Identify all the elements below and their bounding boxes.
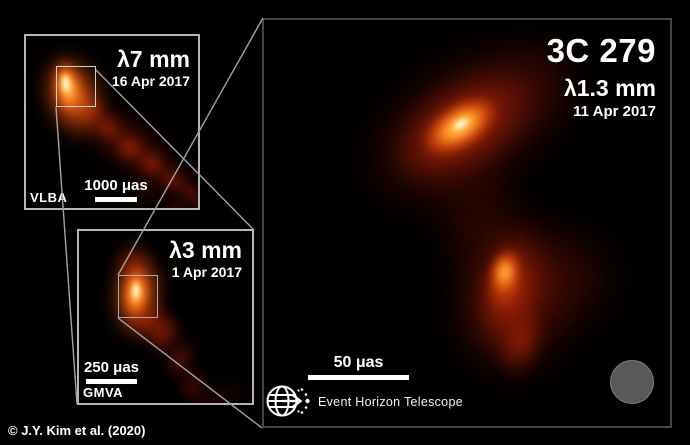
jet-component-blob	[480, 242, 530, 314]
gmva-wavelength-label: λ3 mm	[169, 237, 242, 263]
credit-label: © J.Y. Kim et al. (2020)	[8, 423, 146, 438]
emission-blob	[413, 139, 547, 301]
eht-panel: 3C 279 λ1.3 mm 11 Apr 2017 50 μas	[262, 18, 672, 428]
eht-date-label: 11 Apr 2017	[573, 102, 656, 120]
eht-scale-label: 50 μas	[333, 354, 384, 371]
emission-blob	[427, 192, 603, 402]
gmva-title-block: λ3 mm 1 Apr 2017	[169, 238, 242, 280]
vlba-panel: λ7 mm 16 Apr 2017 1000 μas VLBA	[24, 34, 200, 210]
emission-blob	[157, 332, 203, 386]
eht-title-block: 3C 279 λ1.3 mm 11 Apr 2017	[546, 32, 656, 120]
emission-blob	[209, 383, 245, 403]
gmva-panel: λ3 mm 1 Apr 2017 250 μas GMVA	[77, 229, 254, 405]
gmva-scalebar: 250 μas	[79, 359, 144, 384]
beam-circle	[610, 360, 654, 404]
jet-component-blob	[489, 250, 521, 294]
emission-blob	[504, 220, 624, 336]
eht-wavelength-label: λ1.3 mm	[563, 74, 656, 101]
emission-blob	[172, 175, 198, 208]
gmva-date-label: 1 Apr 2017	[171, 264, 242, 281]
globe-arrow-icon	[266, 385, 310, 417]
core-component-blob	[411, 83, 509, 169]
eht-scalebar: 50 μas	[308, 354, 409, 380]
jet-component-blob	[463, 220, 557, 364]
vlba-zoom-box	[56, 66, 96, 107]
gmva-scale-label: 250 μas	[83, 359, 140, 376]
eht-source-label: 3C 279	[546, 32, 656, 69]
eht-scale-bar	[308, 375, 409, 380]
core-component-blob	[445, 110, 477, 138]
vlba-scale-label: 1000 μas	[84, 177, 148, 194]
emission-blob	[190, 159, 198, 177]
vlba-instrument-label: VLBA	[30, 190, 68, 205]
vlba-scalebar: 1000 μas	[69, 177, 163, 202]
core-component-blob	[369, 46, 553, 210]
emission-blob	[158, 193, 194, 208]
emission-blob	[88, 109, 128, 147]
emission-blob	[174, 362, 212, 403]
gmva-scale-bar	[86, 379, 137, 384]
eht-logo-label: Event Horizon Telescope	[318, 395, 463, 409]
emission-blob	[108, 127, 152, 169]
gmva-zoom-box	[118, 275, 158, 318]
vlba-date-label: 16 Apr 2017	[111, 73, 190, 90]
vlba-scale-bar	[95, 197, 137, 202]
vlba-title-block: λ7 mm 16 Apr 2017	[112, 47, 190, 89]
emission-blob	[490, 301, 552, 383]
gmva-instrument-label: GMVA	[83, 385, 124, 400]
emission-blob	[187, 190, 198, 208]
vlba-wavelength-label: λ7 mm	[117, 46, 190, 72]
emission-blob	[190, 386, 224, 403]
